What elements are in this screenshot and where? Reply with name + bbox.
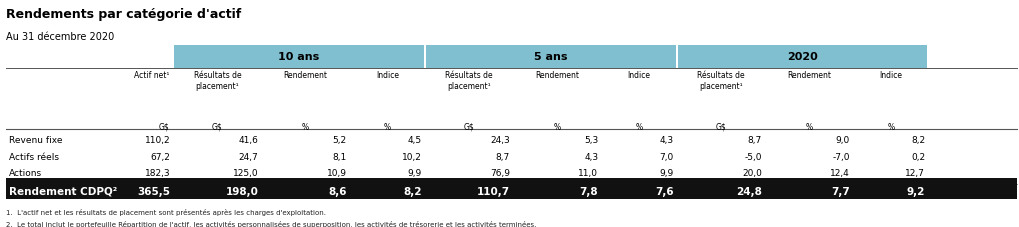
Bar bbox=[677, 45, 926, 68]
Text: 24,8: 24,8 bbox=[736, 187, 761, 197]
Text: 2020: 2020 bbox=[787, 52, 817, 62]
Text: 12,4: 12,4 bbox=[829, 169, 849, 178]
Text: 9,2: 9,2 bbox=[906, 187, 924, 197]
Text: Rendement: Rendement bbox=[535, 71, 579, 80]
Text: 0,2: 0,2 bbox=[910, 153, 924, 162]
Text: 2.  Le total inclut le portefeuille Répartition de l'actif, les activités person: 2. Le total inclut le portefeuille Répar… bbox=[6, 221, 536, 227]
Text: %: % bbox=[302, 123, 309, 132]
Bar bbox=[426, 45, 675, 68]
Text: 8,2: 8,2 bbox=[910, 136, 924, 145]
Text: Au 31 décembre 2020: Au 31 décembre 2020 bbox=[6, 32, 114, 42]
Text: G$: G$ bbox=[714, 123, 726, 132]
Text: 110,7: 110,7 bbox=[477, 187, 510, 197]
Text: 1.  L'actif net et les résultats de placement sont présentés après les charges d: 1. L'actif net et les résultats de place… bbox=[6, 209, 326, 216]
Text: Rendement: Rendement bbox=[283, 71, 327, 80]
Text: Actif net¹: Actif net¹ bbox=[133, 71, 169, 80]
Text: Indice: Indice bbox=[878, 71, 902, 80]
Text: G$: G$ bbox=[464, 123, 474, 132]
Text: 7,7: 7,7 bbox=[830, 187, 849, 197]
Text: %: % bbox=[635, 123, 642, 132]
Text: Revenu fixe: Revenu fixe bbox=[8, 136, 62, 145]
Text: 8,1: 8,1 bbox=[332, 153, 346, 162]
Text: Indice: Indice bbox=[627, 71, 650, 80]
Text: 24,7: 24,7 bbox=[238, 153, 258, 162]
Text: Résultats de
placement¹: Résultats de placement¹ bbox=[696, 71, 744, 91]
Text: 4,3: 4,3 bbox=[659, 136, 673, 145]
Text: %: % bbox=[383, 123, 390, 132]
Text: 182,3: 182,3 bbox=[145, 169, 170, 178]
Text: 8,6: 8,6 bbox=[328, 187, 346, 197]
Text: %: % bbox=[805, 123, 812, 132]
Text: Résultats de
placement¹: Résultats de placement¹ bbox=[444, 71, 492, 91]
Text: Rendement: Rendement bbox=[787, 71, 830, 80]
Text: 12,7: 12,7 bbox=[905, 169, 924, 178]
Text: 4,5: 4,5 bbox=[408, 136, 422, 145]
Text: 4,3: 4,3 bbox=[584, 153, 598, 162]
Text: 9,9: 9,9 bbox=[658, 169, 673, 178]
Text: G$: G$ bbox=[158, 123, 169, 132]
Text: 24,3: 24,3 bbox=[490, 136, 510, 145]
Text: 8,7: 8,7 bbox=[495, 153, 510, 162]
Text: 10,9: 10,9 bbox=[326, 169, 346, 178]
Bar bbox=[174, 45, 424, 68]
Text: 10,2: 10,2 bbox=[401, 153, 422, 162]
Text: 8,2: 8,2 bbox=[403, 187, 422, 197]
Bar bbox=[6, 178, 1016, 199]
Text: Indice: Indice bbox=[375, 71, 398, 80]
Text: Rendement CDPQ²: Rendement CDPQ² bbox=[8, 187, 116, 197]
Text: 67,2: 67,2 bbox=[150, 153, 170, 162]
Text: 5 ans: 5 ans bbox=[534, 52, 567, 62]
Text: 7,8: 7,8 bbox=[579, 187, 598, 197]
Text: 8,7: 8,7 bbox=[747, 136, 761, 145]
Text: 198,0: 198,0 bbox=[225, 187, 258, 197]
Text: Rendements par catégorie d'actif: Rendements par catégorie d'actif bbox=[6, 8, 242, 21]
Text: -5,0: -5,0 bbox=[744, 153, 761, 162]
Text: Actions: Actions bbox=[8, 169, 42, 178]
Text: 9,9: 9,9 bbox=[408, 169, 422, 178]
Text: 9,0: 9,0 bbox=[835, 136, 849, 145]
Text: 41,6: 41,6 bbox=[238, 136, 258, 145]
Text: 125,0: 125,0 bbox=[232, 169, 258, 178]
Text: 20,0: 20,0 bbox=[741, 169, 761, 178]
Text: 76,9: 76,9 bbox=[489, 169, 510, 178]
Text: 110,2: 110,2 bbox=[145, 136, 170, 145]
Text: -7,0: -7,0 bbox=[832, 153, 849, 162]
Text: Résultats de
placement¹: Résultats de placement¹ bbox=[194, 71, 240, 91]
Text: Actifs réels: Actifs réels bbox=[8, 153, 58, 162]
Text: 365,5: 365,5 bbox=[137, 187, 170, 197]
Text: 7,6: 7,6 bbox=[654, 187, 673, 197]
Text: 5,3: 5,3 bbox=[584, 136, 598, 145]
Text: %: % bbox=[887, 123, 894, 132]
Text: %: % bbox=[553, 123, 560, 132]
Text: 10 ans: 10 ans bbox=[278, 52, 319, 62]
Text: 5,2: 5,2 bbox=[332, 136, 346, 145]
Text: 7,0: 7,0 bbox=[658, 153, 673, 162]
Text: G$: G$ bbox=[212, 123, 222, 132]
Text: 11,0: 11,0 bbox=[578, 169, 598, 178]
